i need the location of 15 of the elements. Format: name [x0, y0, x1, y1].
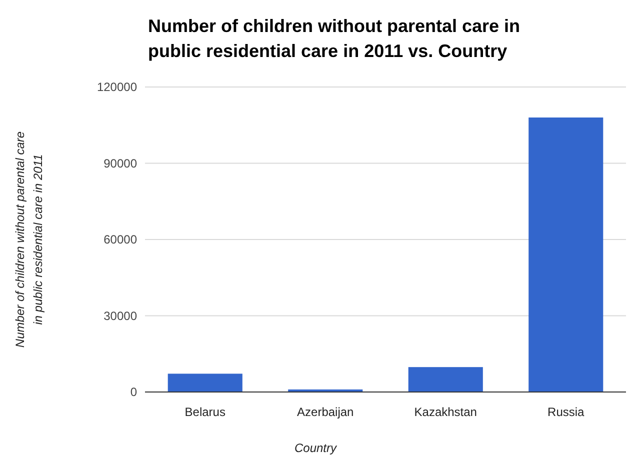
x-tick-label: Russia	[548, 405, 585, 419]
x-tick-label: Kazakhstan	[414, 405, 477, 419]
y-tick-label: 60000	[104, 232, 138, 246]
bar	[168, 374, 242, 392]
y-tick-label: 30000	[104, 308, 138, 323]
bar	[528, 118, 604, 392]
x-tick-label: Azerbaijan	[297, 405, 354, 419]
bar	[408, 367, 483, 392]
x-tick-label: Belarus	[184, 405, 226, 419]
y-axis-title: Number of children without parental care in public residential care in 2011	[13, 131, 45, 348]
chart-title: Number of children without parental care in public residential care in 2011 vs. Country	[148, 16, 520, 61]
y-tick-label: 90000	[104, 156, 138, 170]
y-tick-label: 0	[130, 385, 138, 399]
y-tick-label: 120000	[96, 80, 138, 94]
x-axis-title: Country	[294, 441, 338, 455]
